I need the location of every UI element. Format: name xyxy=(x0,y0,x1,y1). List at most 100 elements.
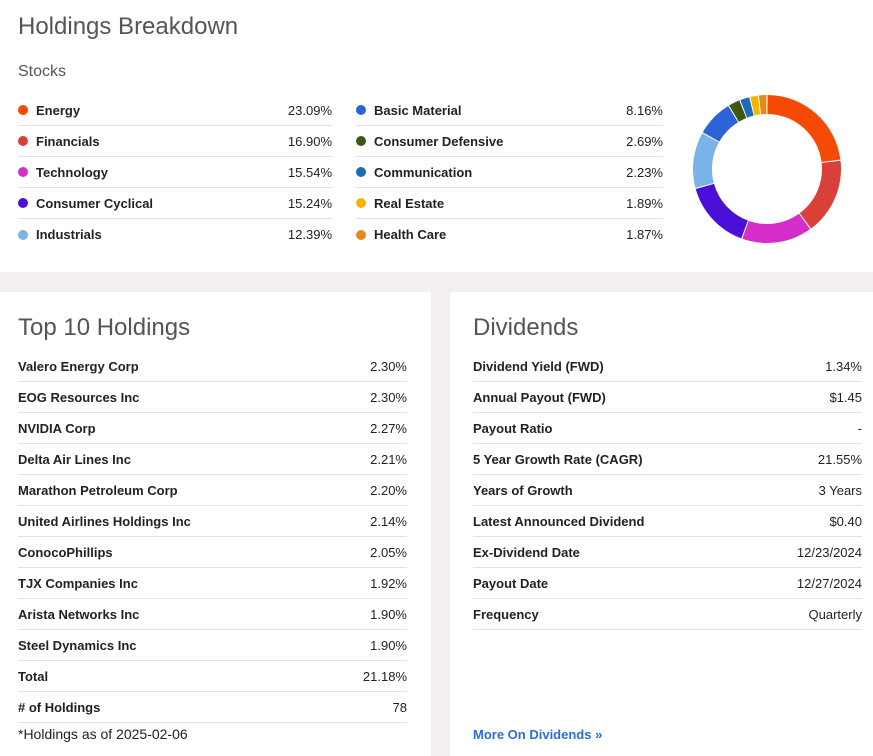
holding-row-label: Delta Air Lines Inc xyxy=(18,451,131,467)
holdings-date-note: *Holdings as of 2025-02-06 xyxy=(18,726,188,742)
holding-row-value: 2.21% xyxy=(370,451,407,467)
holding-row-value: 21.18% xyxy=(362,668,407,684)
dividend-row: Annual Payout (FWD) $1.45 xyxy=(473,382,862,413)
donut-slice-energy xyxy=(767,95,841,162)
holding-row-label: ConocoPhillips xyxy=(18,544,113,560)
sector-row: Health Care 1.87% xyxy=(356,219,663,250)
sector-row: Energy 23.09% xyxy=(18,95,332,126)
sector-list-right: Basic Material 8.16% Consumer Defensive 2.6… xyxy=(356,95,663,250)
dividend-row-label: Payout Ratio xyxy=(473,420,553,436)
donut-slice-health-care xyxy=(758,95,767,115)
sector-label: Communication xyxy=(374,164,473,180)
sector-row: Basic Material 8.16% xyxy=(356,95,663,126)
sector-label: Basic Material xyxy=(374,102,462,118)
sector-label: Financials xyxy=(36,133,100,149)
sector-percent: 8.16% xyxy=(626,102,663,118)
holding-row: Steel Dynamics Inc 1.90% xyxy=(18,630,407,661)
top-10-holdings-table: Valero Energy Corp 2.30% EOG Resources Inc… xyxy=(18,351,407,723)
sector-label: Health Care xyxy=(374,227,447,242)
holding-row: Valero Energy Corp 2.30% xyxy=(18,351,407,382)
dividend-row-value: $0.40 xyxy=(829,513,862,529)
holding-row-label: TJX Companies Inc xyxy=(18,575,138,591)
holding-row-label: Arista Networks Inc xyxy=(18,606,140,622)
sector-percent: 2.69% xyxy=(626,133,663,149)
dividend-row-value: $1.45 xyxy=(829,389,862,405)
top-10-holdings-title: Top 10 Holdings xyxy=(18,314,191,341)
donut-slice-real-estate xyxy=(750,95,761,116)
holding-row: TJX Companies Inc 1.92% xyxy=(18,568,407,599)
sector-list-left: Energy 23.09% Financials 16.90% Technology 15… xyxy=(18,95,332,250)
donut-slice-financials xyxy=(799,160,841,229)
dividend-row: Years of Growth 3 Years xyxy=(473,475,862,506)
holding-row-value: 2.20% xyxy=(370,482,407,498)
holding-row: NVIDIA Corp 2.27% xyxy=(18,413,407,444)
holding-row-label: Steel Dynamics Inc xyxy=(18,637,137,653)
sector-percent: 15.54% xyxy=(287,164,332,180)
dividend-row-label: Ex-Dividend Date xyxy=(473,544,580,560)
sector-row: Industrials 12.39% xyxy=(18,219,332,250)
dividend-row-label: Years of Growth xyxy=(473,482,573,498)
holding-row-label: United Airlines Holdings Inc xyxy=(18,513,191,529)
holding-row-value: 78 xyxy=(392,699,407,715)
dividend-row: 5 Year Growth Rate (CAGR) 21.55% xyxy=(473,444,862,475)
donut-slice-consumer-cyclical xyxy=(695,183,748,239)
sector-donut-chart xyxy=(693,95,841,243)
holding-row-value: 2.30% xyxy=(370,358,407,374)
dividend-row-label: Payout Date xyxy=(473,575,549,591)
holding-row-value: 2.30% xyxy=(370,389,407,405)
sector-color-dot xyxy=(356,167,366,177)
sector-color-dot xyxy=(18,229,28,240)
sector-percent: 2.23% xyxy=(626,164,663,180)
donut-slice-basic-material xyxy=(702,106,739,142)
sector-label: Consumer Cyclical xyxy=(36,195,154,211)
dividend-row-value: 21.55% xyxy=(817,451,862,467)
more-on-dividends-link[interactable]: More On Dividends » xyxy=(473,727,603,742)
sector-percent: 1.89% xyxy=(626,195,663,211)
dividend-row: Dividend Yield (FWD) 1.34% xyxy=(473,351,862,382)
sector-color-dot xyxy=(356,105,366,115)
holding-row-label: Marathon Petroleum Corp xyxy=(18,482,178,498)
donut-slice-communication xyxy=(740,97,754,118)
holding-row: Marathon Petroleum Corp 2.20% xyxy=(18,475,407,506)
holding-row-value: 2.27% xyxy=(370,420,407,436)
sector-color-dot xyxy=(356,136,366,146)
sector-row: Consumer Defensive 2.69% xyxy=(356,126,663,157)
sector-row: Communication 2.23% xyxy=(356,157,663,188)
holding-row: # of Holdings 78 xyxy=(18,692,407,723)
holding-row-value: 1.90% xyxy=(370,637,407,653)
sector-percent: 23.09% xyxy=(287,102,332,118)
sector-label: Energy xyxy=(36,102,81,118)
dividend-row: Ex-Dividend Date 12/23/2024 xyxy=(473,537,862,568)
sector-color-dot xyxy=(18,167,28,177)
dividend-row-label: 5 Year Growth Rate (CAGR) xyxy=(473,451,643,467)
dividend-row-value: Quarterly xyxy=(808,606,862,622)
dividend-row-value: - xyxy=(857,420,862,436)
dividends-panel: Dividends Dividend Yield (FWD) 1.34% Annua… xyxy=(450,292,873,756)
sector-color-dot xyxy=(356,229,366,240)
holding-row: United Airlines Holdings Inc 2.14% xyxy=(18,506,407,537)
sector-percent: 1.87% xyxy=(626,227,663,242)
dividend-row: Payout Ratio - xyxy=(473,413,862,444)
dividend-row-value: 1.34% xyxy=(825,358,862,374)
sector-label: Real Estate xyxy=(374,195,445,211)
holdings-breakdown-title: Holdings Breakdown xyxy=(18,13,239,40)
holding-row-value: 2.14% xyxy=(370,513,407,529)
holding-row-label: # of Holdings xyxy=(18,699,101,715)
holding-row-value: 1.92% xyxy=(370,575,407,591)
stocks-subtitle: Stocks xyxy=(18,63,67,80)
sector-row: Technology 15.54% xyxy=(18,157,332,188)
holding-row-label: Total xyxy=(18,668,49,684)
sector-label: Consumer Defensive xyxy=(374,133,504,149)
sector-row: Real Estate 1.89% xyxy=(356,188,663,219)
holding-row-label: EOG Resources Inc xyxy=(18,389,140,405)
donut-slice-technology xyxy=(742,213,811,243)
sector-color-dot xyxy=(18,198,28,208)
sector-color-dot xyxy=(356,198,366,208)
sector-color-dot xyxy=(18,136,28,146)
top-10-holdings-panel: Top 10 Holdings Valero Energy Corp 2.30% E… xyxy=(0,292,431,756)
dividend-row-value: 12/27/2024 xyxy=(796,575,862,591)
dividends-table: Dividend Yield (FWD) 1.34% Annual Payout (… xyxy=(473,351,862,630)
sector-row: Consumer Cyclical 15.24% xyxy=(18,188,332,219)
holdings-breakdown-panel: Holdings Breakdown Stocks Energy 23.09% Fi… xyxy=(0,0,873,272)
holding-row: EOG Resources Inc 2.30% xyxy=(18,382,407,413)
